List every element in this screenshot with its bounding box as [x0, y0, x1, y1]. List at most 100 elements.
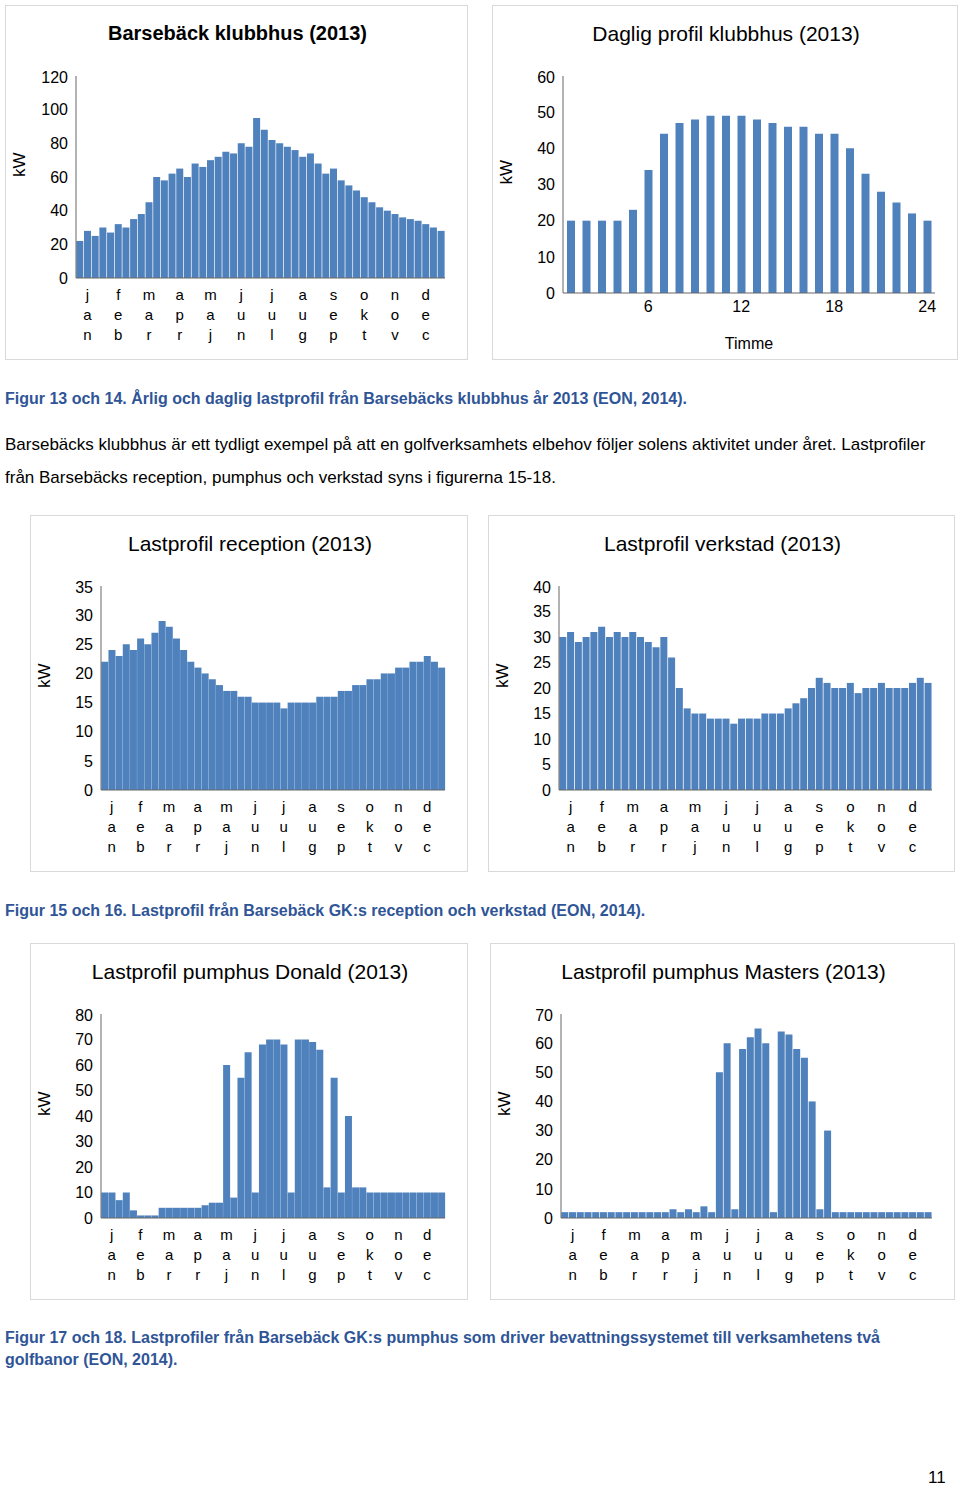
svg-text:30: 30 [537, 176, 555, 193]
svg-text:jun: jun [237, 286, 245, 343]
svg-text:feb: feb [598, 798, 606, 855]
svg-text:40: 40 [75, 1108, 93, 1125]
svg-text:50: 50 [537, 104, 555, 121]
svg-text:okt: okt [366, 798, 374, 855]
svg-text:okt: okt [846, 798, 854, 855]
svg-text:60: 60 [75, 1057, 93, 1074]
svg-text:kW: kW [35, 663, 54, 688]
svg-text:sep: sep [337, 1226, 345, 1283]
svg-text:mar: mar [628, 1226, 641, 1283]
svg-text:nov: nov [878, 1226, 886, 1283]
svg-text:10: 10 [537, 249, 555, 266]
svg-text:40: 40 [533, 579, 551, 596]
svg-text:10: 10 [535, 1181, 553, 1198]
svg-text:feb: feb [136, 1226, 144, 1283]
svg-text:60: 60 [537, 69, 555, 86]
svg-text:jul: jul [280, 1226, 288, 1283]
svg-text:20: 20 [535, 1151, 553, 1168]
svg-text:okt: okt [847, 1226, 855, 1283]
svg-text:80: 80 [75, 1007, 93, 1024]
svg-text:35: 35 [533, 603, 551, 620]
svg-text:maj: maj [204, 286, 217, 343]
svg-text:0: 0 [546, 285, 555, 302]
svg-text:jun: jun [251, 798, 259, 855]
svg-text:jul: jul [268, 286, 276, 343]
svg-text:40: 40 [50, 202, 68, 219]
svg-text:0: 0 [84, 1210, 93, 1227]
svg-text:feb: feb [136, 798, 144, 855]
svg-text:40: 40 [537, 140, 555, 157]
svg-text:kW: kW [497, 160, 516, 185]
svg-text:dec: dec [422, 286, 430, 343]
svg-text:feb: feb [599, 1226, 607, 1283]
svg-text:sep: sep [816, 1226, 824, 1283]
svg-text:apr: apr [194, 1226, 203, 1283]
svg-text:jan: jan [566, 798, 575, 855]
svg-text:dec: dec [909, 1226, 917, 1283]
svg-text:mar: mar [143, 286, 156, 343]
svg-text:60: 60 [535, 1035, 553, 1052]
svg-text:10: 10 [75, 723, 93, 740]
svg-text:20: 20 [75, 665, 93, 682]
svg-text:nov: nov [394, 1226, 402, 1283]
svg-text:jan: jan [108, 1226, 117, 1283]
svg-text:70: 70 [535, 1007, 553, 1024]
svg-text:20: 20 [50, 236, 68, 253]
svg-text:25: 25 [75, 636, 93, 653]
svg-text:15: 15 [533, 705, 551, 722]
svg-text:jan: jan [568, 1226, 577, 1283]
svg-text:dec: dec [423, 798, 431, 855]
svg-text:100: 100 [41, 101, 68, 118]
svg-text:sep: sep [337, 798, 345, 855]
svg-text:apr: apr [660, 798, 669, 855]
svg-text:aug: aug [785, 1226, 794, 1283]
svg-text:maj: maj [689, 798, 702, 855]
svg-text:60: 60 [50, 169, 68, 186]
svg-text:nov: nov [877, 798, 885, 855]
svg-text:kW: kW [495, 1091, 514, 1116]
svg-text:kW: kW [10, 152, 29, 177]
svg-text:18: 18 [825, 298, 843, 315]
svg-text:jun: jun [251, 1226, 259, 1283]
svg-text:apr: apr [194, 798, 203, 855]
svg-text:0: 0 [84, 782, 93, 799]
svg-text:sep: sep [329, 286, 337, 343]
svg-text:jul: jul [754, 1226, 762, 1283]
svg-text:maj: maj [220, 798, 233, 855]
svg-text:jan: jan [83, 286, 92, 343]
svg-text:5: 5 [84, 753, 93, 770]
svg-text:0: 0 [544, 1210, 553, 1227]
svg-text:kW: kW [493, 663, 512, 688]
svg-text:20: 20 [537, 212, 555, 229]
svg-text:jun: jun [723, 1226, 731, 1283]
svg-text:40: 40 [535, 1093, 553, 1110]
svg-text:dec: dec [908, 798, 916, 855]
svg-text:aug: aug [308, 1226, 317, 1283]
svg-text:10: 10 [533, 731, 551, 748]
svg-text:aug: aug [784, 798, 793, 855]
svg-text:mar: mar [163, 1226, 176, 1283]
svg-text:jul: jul [753, 798, 761, 855]
svg-text:10: 10 [75, 1184, 93, 1201]
svg-text:maj: maj [690, 1226, 703, 1283]
svg-text:jan: jan [108, 798, 117, 855]
svg-text:70: 70 [75, 1031, 93, 1048]
svg-text:30: 30 [75, 607, 93, 624]
svg-text:120: 120 [41, 69, 68, 86]
svg-text:50: 50 [535, 1064, 553, 1081]
svg-text:5: 5 [542, 756, 551, 773]
svg-text:Timme: Timme [725, 335, 773, 352]
svg-text:aug: aug [308, 798, 317, 855]
svg-text:kW: kW [35, 1091, 54, 1116]
svg-text:mar: mar [627, 798, 640, 855]
svg-text:jun: jun [722, 798, 730, 855]
svg-text:dec: dec [423, 1226, 431, 1283]
svg-text:30: 30 [75, 1133, 93, 1150]
svg-text:nov: nov [394, 798, 402, 855]
svg-text:15: 15 [75, 694, 93, 711]
svg-text:30: 30 [533, 629, 551, 646]
svg-text:mar: mar [163, 798, 176, 855]
svg-text:sep: sep [815, 798, 823, 855]
svg-text:35: 35 [75, 579, 93, 596]
svg-text:12: 12 [732, 298, 750, 315]
